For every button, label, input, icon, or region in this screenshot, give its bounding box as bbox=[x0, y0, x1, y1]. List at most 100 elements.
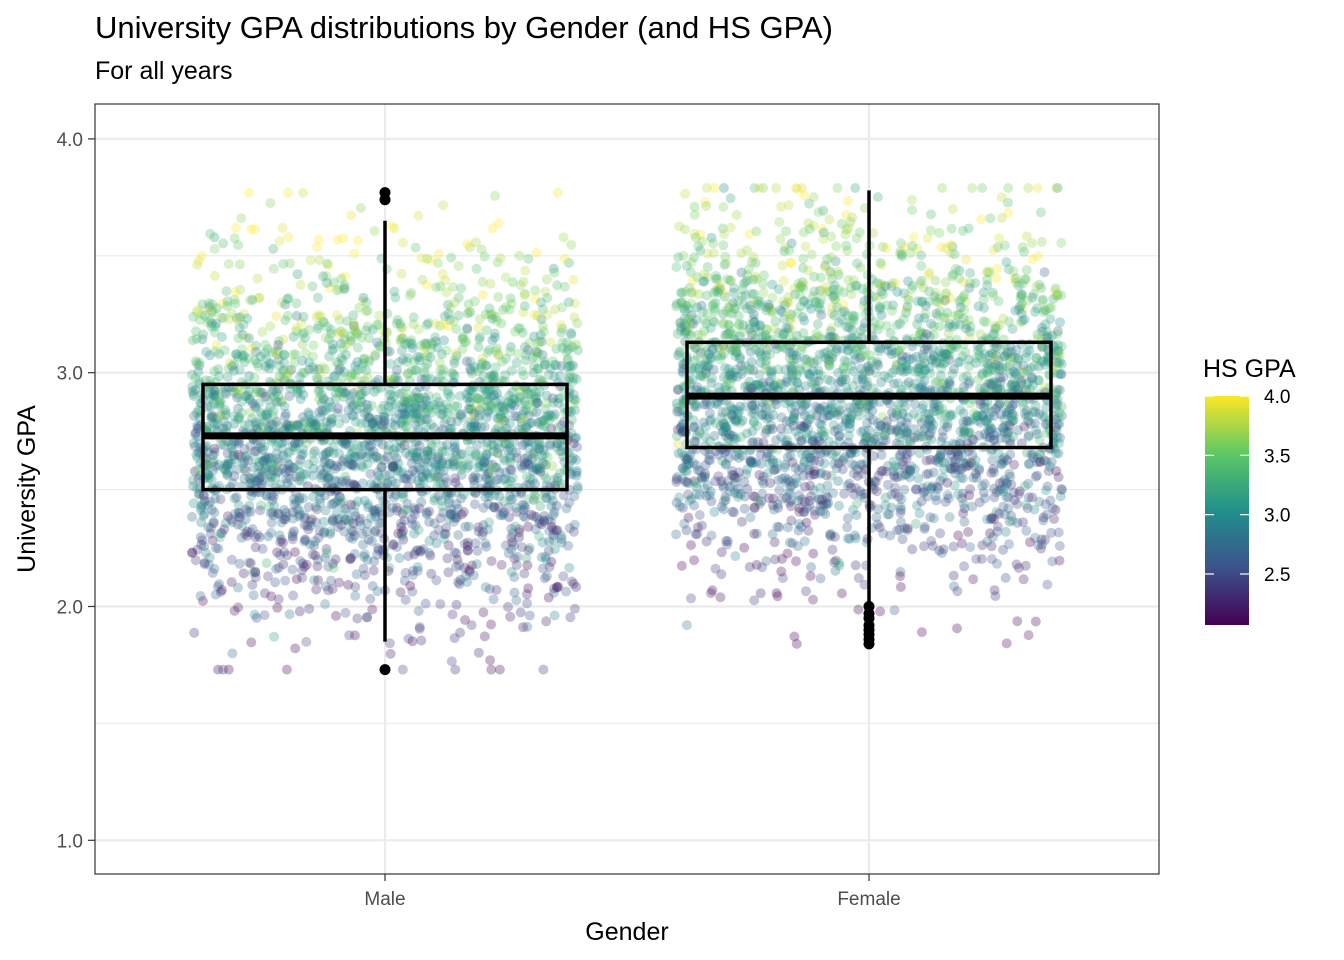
data-point bbox=[345, 396, 356, 407]
data-point bbox=[369, 226, 380, 236]
data-point bbox=[549, 583, 559, 594]
data-point bbox=[552, 280, 563, 291]
data-point bbox=[222, 468, 233, 479]
data-point bbox=[294, 466, 305, 477]
data-point bbox=[410, 467, 421, 478]
data-point bbox=[758, 278, 769, 289]
data-point bbox=[244, 370, 254, 381]
data-point bbox=[203, 500, 213, 510]
data-point bbox=[358, 539, 368, 550]
data-point bbox=[808, 594, 818, 605]
data-point bbox=[271, 440, 282, 451]
data-point bbox=[487, 313, 498, 324]
data-point bbox=[741, 469, 752, 479]
data-point bbox=[503, 601, 513, 612]
data-point bbox=[522, 420, 533, 430]
data-point bbox=[926, 209, 936, 220]
data-point bbox=[736, 516, 747, 527]
data-point bbox=[434, 320, 445, 331]
data-point bbox=[542, 309, 553, 320]
data-point bbox=[348, 320, 359, 331]
data-point bbox=[523, 459, 534, 470]
data-point bbox=[528, 511, 539, 522]
data-point bbox=[352, 364, 363, 375]
data-point bbox=[491, 315, 502, 326]
data-point bbox=[254, 532, 265, 543]
chart-title: University GPA distributions by Gender (… bbox=[95, 10, 833, 45]
data-point bbox=[531, 391, 542, 402]
data-point bbox=[755, 349, 766, 359]
data-point bbox=[569, 312, 580, 323]
data-point bbox=[396, 418, 407, 429]
data-point bbox=[435, 464, 446, 475]
data-point bbox=[469, 418, 480, 429]
data-point bbox=[276, 396, 287, 407]
data-point bbox=[948, 570, 959, 581]
data-point bbox=[191, 407, 202, 418]
data-point bbox=[527, 352, 538, 363]
data-point bbox=[991, 322, 1002, 333]
data-point bbox=[953, 489, 964, 500]
data-point bbox=[363, 502, 373, 513]
data-point bbox=[364, 413, 375, 424]
data-point bbox=[467, 368, 478, 379]
data-point bbox=[729, 478, 740, 489]
data-point bbox=[680, 224, 690, 235]
data-point bbox=[283, 187, 293, 198]
data-point bbox=[850, 183, 861, 193]
data-point bbox=[544, 536, 554, 547]
data-point bbox=[513, 323, 524, 334]
data-point bbox=[955, 426, 966, 437]
data-point bbox=[229, 454, 240, 465]
data-point bbox=[296, 450, 307, 461]
data-point bbox=[368, 453, 379, 464]
data-point bbox=[715, 592, 726, 603]
data-point bbox=[429, 422, 440, 433]
data-point bbox=[515, 607, 526, 618]
data-point bbox=[486, 440, 497, 450]
data-point bbox=[785, 450, 796, 461]
data-point bbox=[1012, 616, 1023, 627]
data-point bbox=[278, 258, 289, 269]
data-point bbox=[340, 514, 351, 525]
data-point bbox=[437, 269, 448, 279]
data-point bbox=[566, 329, 577, 340]
data-point bbox=[990, 353, 1000, 364]
data-point bbox=[279, 374, 290, 385]
data-point bbox=[385, 648, 396, 659]
data-point bbox=[405, 395, 415, 406]
data-point bbox=[344, 454, 355, 464]
data-point bbox=[923, 468, 934, 479]
data-point bbox=[327, 515, 338, 526]
data-point bbox=[346, 460, 357, 471]
data-point bbox=[355, 390, 366, 401]
data-point bbox=[369, 417, 380, 428]
data-point bbox=[471, 263, 482, 274]
data-point bbox=[558, 571, 569, 582]
data-point bbox=[502, 479, 513, 490]
data-point bbox=[397, 354, 408, 365]
data-point bbox=[548, 263, 559, 274]
data-point bbox=[268, 263, 279, 274]
data-point bbox=[433, 258, 443, 269]
data-point bbox=[277, 222, 288, 233]
data-point bbox=[748, 491, 759, 502]
data-point bbox=[796, 280, 807, 291]
data-point bbox=[960, 347, 971, 358]
data-point bbox=[190, 429, 201, 440]
data-point bbox=[798, 253, 809, 264]
data-point bbox=[957, 225, 968, 236]
data-point bbox=[942, 477, 953, 488]
data-point bbox=[967, 183, 978, 193]
data-point bbox=[358, 292, 369, 303]
data-point bbox=[689, 436, 700, 447]
data-point bbox=[523, 521, 534, 532]
data-point bbox=[365, 593, 376, 604]
data-point bbox=[524, 610, 535, 621]
data-point bbox=[968, 574, 979, 585]
data-point bbox=[248, 462, 259, 473]
data-point bbox=[519, 290, 530, 301]
data-point bbox=[572, 442, 583, 452]
data-point bbox=[257, 444, 268, 455]
data-point bbox=[572, 465, 582, 476]
